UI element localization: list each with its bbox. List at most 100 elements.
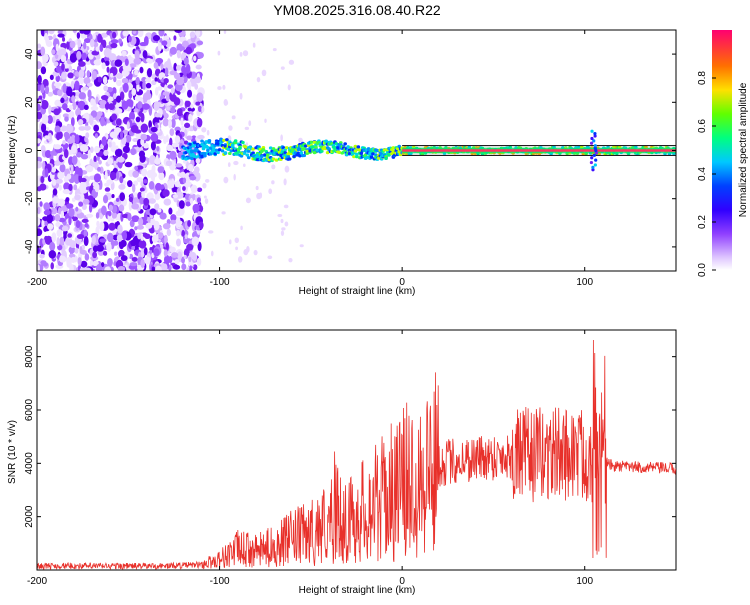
spectrogram-signal-cell <box>359 151 364 155</box>
spectrogram-noise-cell <box>101 62 106 70</box>
spectrogram-noise-cell <box>150 133 159 142</box>
spectrogram-noise-cell <box>48 30 55 35</box>
spectrogram-noise-cell <box>59 236 65 246</box>
spectrogram-noise-cell <box>43 209 51 216</box>
spectrogram-noise-cell <box>154 158 161 165</box>
spectrogram-signal-cell <box>227 151 232 156</box>
spectrogram-signal-cell <box>246 149 251 153</box>
spectrogram-noise-cell <box>118 204 125 212</box>
spectrogram-noise-cell <box>157 166 165 174</box>
spectrogram-noise-cell <box>121 77 129 84</box>
spectrogram-noise-cell <box>95 96 99 105</box>
spectrogram-noise-cell <box>133 108 139 113</box>
spectrogram-signal-cell <box>298 154 302 158</box>
spectrogram-noise-cell <box>173 62 178 73</box>
spectrogram-signal-cell <box>346 145 350 149</box>
spectrogram-noise-cell <box>233 173 236 181</box>
spectrogram-noise-cell <box>80 144 89 153</box>
spectrogram-noise-cell <box>172 194 179 199</box>
spectrogram-noise-cell <box>62 140 66 145</box>
snr-y-tick-label: 8000 <box>24 345 35 368</box>
spectrogram-noise-cell <box>162 91 170 96</box>
spectrogram-noise-cell <box>181 125 185 132</box>
spectrogram-noise-cell <box>170 219 177 225</box>
spectrogram-noise-cell <box>83 125 91 131</box>
spectrogram-noise-cell <box>166 106 171 111</box>
spectrogram-noise-cell <box>54 160 61 166</box>
spectrogram-noise-cell <box>65 197 70 202</box>
spectrogram-noise-cell <box>280 230 285 236</box>
spectrogram-noise-cell <box>74 194 81 201</box>
spectrogram-signal-cell <box>274 158 279 162</box>
spectrogram-noise-cell <box>44 32 49 41</box>
spectrogram-noise-cell <box>163 60 172 71</box>
spectrogram-noise-cell <box>259 192 263 199</box>
spectrogram-signal-cell <box>204 140 209 144</box>
spectrogram-noise-cell <box>99 221 105 232</box>
spectrogram-noise-cell <box>272 48 277 52</box>
spectrogram-noise-cell <box>237 256 243 263</box>
spectrogram-noise-cell <box>68 104 74 111</box>
spectrogram-signal-cell <box>184 151 188 155</box>
spectrogram-noise-cell <box>197 211 202 216</box>
spectrogram-noise-cell <box>75 220 81 229</box>
spectrogram-signal-cell <box>357 148 362 152</box>
spectrogram-noise-cell <box>196 197 201 204</box>
spectrogram-noise-cell <box>145 82 152 89</box>
spectrogram-noise-cell <box>54 125 61 134</box>
spectrogram-noise-cell <box>283 204 289 209</box>
spectrogram-noise-cell <box>79 182 87 187</box>
spectrogram-noise-cell <box>103 85 109 92</box>
snr-x-ticks: -200 -100 0 100 <box>27 330 593 587</box>
spectrogram-signal-cell <box>382 148 387 152</box>
spectrogram-noise-cell <box>41 218 45 229</box>
spectrogram-noise-cell <box>58 184 62 191</box>
spectrogram-noise-cell <box>41 114 49 125</box>
spectrogram-signal-cell <box>592 153 596 157</box>
spectrogram-noise-cell <box>169 128 175 136</box>
spectrogram-noise-cell <box>91 50 100 56</box>
spectrogram-noise-cell <box>66 123 74 134</box>
spectrogram-noise-cell <box>68 216 72 226</box>
spectrogram-noise-cell <box>113 160 117 168</box>
spectrogram-noise-cell <box>115 197 120 202</box>
spectrogram-noise-cell <box>77 100 86 111</box>
spectrogram-noise-cell <box>163 77 169 84</box>
spectrogram-noise-cell <box>90 260 94 266</box>
spectrogram-noise-cell <box>167 180 174 190</box>
spectrogram-noise-cell <box>151 234 159 243</box>
spectrogram-noise-cell <box>44 235 48 241</box>
spectrogram-noise-cell <box>70 134 76 144</box>
spectrogram-noise-cell <box>169 46 177 55</box>
spectrogram-noise-cell <box>121 213 129 219</box>
spectrogram-noise-cell <box>193 55 197 62</box>
spectrogram-noise-cell <box>50 150 58 156</box>
spectrogram-noise-cell <box>148 198 156 204</box>
spectrogram-noise-cell <box>196 257 202 267</box>
spectrogram-noise-cell <box>97 166 101 172</box>
spectrogram-noise-cell <box>67 233 73 238</box>
spectrogram-noise-cell <box>100 205 107 216</box>
spectrogram-noise-cell <box>134 165 138 171</box>
snr-panel: -200 -100 0 100 2000 4000 6000 8000 Height of … <box>7 329 677 596</box>
spectrogram-noise-cell <box>94 182 100 193</box>
spectrogram-noise-cell <box>64 67 69 73</box>
spectrogram-noise-cell <box>175 163 183 168</box>
spectrogram-signal-cell <box>593 132 597 136</box>
spectrogram-y-tick-label: -40 <box>24 239 35 254</box>
spectrogram-noise-cell <box>78 126 86 131</box>
spectrogram-noise-cell <box>54 213 61 222</box>
spectrogram-noise-cell <box>79 246 83 254</box>
spectrogram-noise-cell <box>195 101 201 106</box>
spectrogram-signal-cell <box>203 152 207 156</box>
spectrogram-signal-cell <box>188 145 193 149</box>
colorbar-tick-label: 0.0 <box>697 263 708 277</box>
spectrogram-noise-cell <box>114 251 118 256</box>
spectrogram-noise-cell <box>102 76 108 85</box>
spectrogram-noise-cell <box>121 230 128 241</box>
spectrogram-noise-cell <box>51 49 56 55</box>
spectrogram-noise-cell <box>60 166 65 172</box>
spectrogram-noise-cell <box>184 122 191 129</box>
spectrogram-signal-cell <box>238 146 242 150</box>
spectrogram-noise-cell <box>87 149 91 159</box>
